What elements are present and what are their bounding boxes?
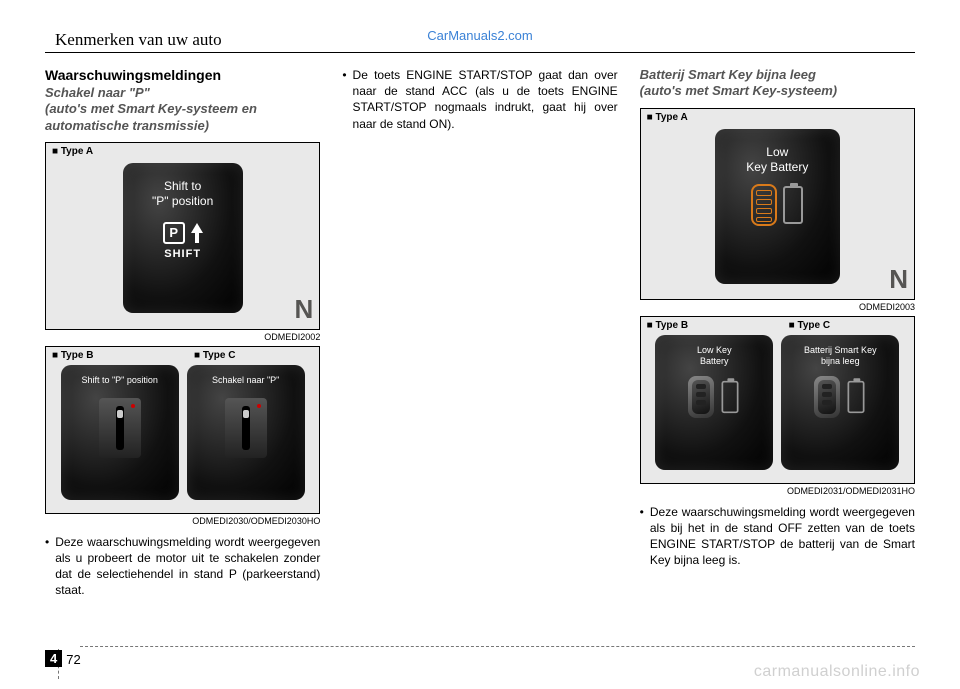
image-code-bc: ODMEDI2030/ODMEDI2030HO <box>45 516 320 526</box>
batt-b-text: Low Key Battery <box>697 345 732 368</box>
shift-label: SHIFT <box>164 248 201 260</box>
battery-subhead: Batterij Smart Key bijna leeg (auto's me… <box>640 67 915 100</box>
column-left: Waarschuwingsmeldingen Schakel naar "P" … <box>45 67 320 599</box>
battery-icon <box>783 186 803 224</box>
key-fob-outline-icon <box>751 184 777 226</box>
figure-box-batt-a: ■ Type A Low Key Battery <box>640 108 915 300</box>
key-battery-icon <box>688 376 740 418</box>
key-fob-icon <box>688 376 714 418</box>
col2-bullet-text: De toets ENGINE START/STOP gaat dan over… <box>353 67 618 132</box>
display-card-shift-b: Shift to "P" position <box>61 365 179 500</box>
battery-sub1: Batterij Smart Key bijna leeg <box>640 67 816 82</box>
figure-box-batt-bc: ■ Type B ■ Type C Low Key Battery <box>640 316 915 484</box>
watermark-bottom: carmanualsonline.info <box>754 663 920 681</box>
footer-dash-line <box>80 646 915 647</box>
content-columns: Waarschuwingsmeldingen Schakel naar "P" … <box>45 67 915 599</box>
warnings-heading: Waarschuwingsmeldingen <box>45 67 320 83</box>
lever-icon <box>225 398 267 458</box>
bullet-dot-icon: • <box>45 534 49 599</box>
col2-bullet: • De toets ENGINE START/STOP gaat dan ov… <box>342 67 617 132</box>
col3-bullet: • Deze waarschuwingsmelding wordt weerge… <box>640 504 915 569</box>
display-card-batt-a: Low Key Battery N <box>715 129 840 284</box>
key-battery-icon <box>751 184 803 226</box>
column-right: Batterij Smart Key bijna leeg (auto's me… <box>640 67 915 599</box>
type-a-label-r: ■ Type A <box>647 112 688 123</box>
display-card-batt-c: Batterij Smart Key bijna leeg <box>781 335 899 470</box>
type-c-label-r: ■ Type C <box>789 320 830 331</box>
figure-box-shift-a: ■ Type A Shift to "P" position P <box>45 142 320 330</box>
column-middle: • De toets ENGINE START/STOP gaat dan ov… <box>342 67 617 599</box>
col1-bullet: • Deze waarschuwingsmelding wordt weerge… <box>45 534 320 599</box>
shift-p-subhead: Schakel naar "P" (auto's met Smart Key-s… <box>45 85 320 134</box>
page-num: 72 <box>66 652 80 667</box>
key-battery-icon <box>814 376 866 418</box>
battery-sub2: (auto's met Smart Key-systeem) <box>640 83 837 98</box>
image-code-batt-a: ODMEDI2003 <box>640 302 915 312</box>
p-box-icon: P <box>163 222 185 244</box>
card-a-text: Shift to "P" position <box>152 179 213 210</box>
card-b-text: Shift to "P" position <box>81 375 157 387</box>
card-c-text: Schakel naar "P" <box>212 375 279 387</box>
shift-p-line2: (auto's met Smart Key-systeem en automat… <box>45 101 257 132</box>
image-code-batt-bc: ODMEDI2031/ODMEDI2031HO <box>640 486 915 496</box>
display-card-shift-c: Schakel naar "P" <box>187 365 305 500</box>
batt-c-text: Batterij Smart Key bijna leeg <box>804 345 877 368</box>
display-card-batt-b: Low Key Battery <box>655 335 773 470</box>
shift-p-line1: Schakel naar "P" <box>45 85 150 100</box>
type-c-label: ■ Type C <box>194 350 235 361</box>
image-code-a: ODMEDI2002 <box>45 332 320 342</box>
type-b-label-r: ■ Type B <box>647 320 688 331</box>
ghost-n-icon: N <box>295 294 314 325</box>
col3-bullet-text: Deze waarschuwingsmelding wordt weergege… <box>650 504 915 569</box>
lever-icon <box>99 398 141 458</box>
battery-icon <box>848 381 865 413</box>
col1-bullet-text: Deze waarschuwingsmelding wordt weergege… <box>55 534 320 599</box>
key-fob-icon <box>814 376 840 418</box>
chapter-number: 4 <box>45 650 62 667</box>
shift-icon: P SHIFT <box>163 222 203 260</box>
arrow-up-icon <box>191 223 203 243</box>
bullet-dot-icon: • <box>342 67 346 132</box>
bullet-dot-icon: • <box>640 504 644 569</box>
manual-page: Kenmerken van uw auto CarManuals2.com Wa… <box>0 0 960 689</box>
figure-box-shift-bc: ■ Type B ■ Type C Shift to "P" position … <box>45 346 320 514</box>
page-number: 4 72 <box>45 650 81 667</box>
battery-icon <box>722 381 739 413</box>
display-card-shift-a: Shift to "P" position P SHIF <box>123 163 243 313</box>
type-b-label: ■ Type B <box>52 350 93 361</box>
ghost-n-icon: N <box>889 264 908 295</box>
batt-a-text: Low Key Battery <box>746 145 808 176</box>
type-a-label: ■ Type A <box>52 146 93 157</box>
watermark-top: CarManuals2.com <box>427 28 533 43</box>
